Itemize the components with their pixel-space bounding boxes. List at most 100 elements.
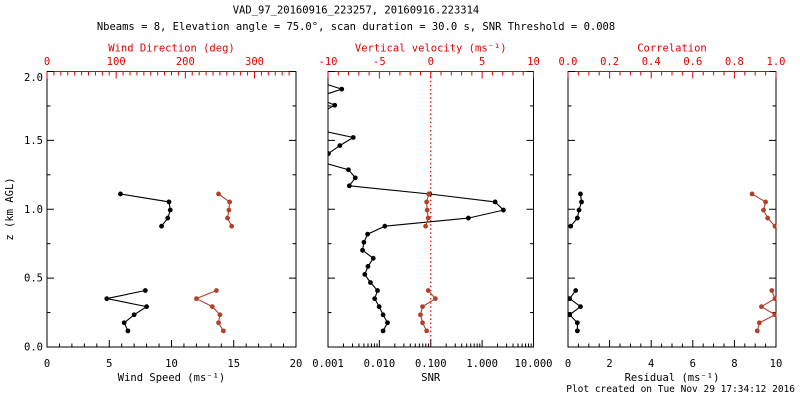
wind-speed-point (125, 328, 131, 334)
bottom-tick-label: 6 (690, 358, 696, 370)
residual-point (578, 191, 583, 197)
snr-profile-point (492, 199, 498, 205)
chart-title: VAD_97_20160916_223257, 20160916.223314 (233, 5, 480, 17)
correlation-point (763, 199, 768, 205)
wind-direction-point (217, 312, 223, 318)
residual-point (574, 328, 580, 334)
residual-point (567, 312, 573, 318)
residual-point (574, 215, 580, 221)
snr-profile-point (346, 183, 352, 189)
wind-speed-point (104, 296, 110, 302)
snr-profile-point (385, 320, 390, 326)
wind-direction-point (209, 304, 215, 310)
wind-direction-point (229, 223, 235, 229)
correlation-point (749, 191, 755, 197)
correlation-point (759, 304, 764, 310)
wind-speed-axis-label: Wind Speed (ms⁻¹) (118, 372, 225, 384)
snr-profile-point (380, 312, 386, 318)
wind-direction-point (220, 328, 226, 334)
bottom-tick-label: 0.001 (312, 358, 344, 370)
wind-direction-point (214, 288, 219, 293)
snr-profile-point (465, 215, 471, 221)
snr-profile-point (380, 328, 386, 334)
residual-point (574, 320, 580, 326)
vertical-velocity-point (432, 296, 438, 302)
correlation-point (754, 328, 760, 334)
correlation-series (749, 191, 777, 334)
top-tick-label: 0.0 (559, 56, 578, 68)
wind-speed-series (104, 191, 173, 334)
bottom-tick-label: 0 (44, 358, 50, 370)
vertical-velocity-point (418, 312, 423, 318)
residual-point (576, 207, 582, 213)
correlation-point (761, 207, 766, 213)
vertical-velocity-axis-label: Vertical velocity (ms⁻¹) (355, 43, 507, 55)
correlation-point (772, 312, 777, 318)
top-tick-label: 0.2 (600, 56, 619, 68)
top-tick-label: 200 (176, 56, 195, 68)
vertical-velocity-point (424, 328, 430, 334)
snr-profile-point (327, 151, 331, 156)
residual-series (567, 191, 584, 334)
wind-direction-axis-label: Wind Direction (deg) (108, 43, 234, 55)
snr-profile-point (352, 175, 358, 181)
wind-speed-point (159, 223, 164, 229)
snr-profile-point (365, 231, 371, 237)
top-tick-label: 0.8 (725, 56, 744, 68)
vertical-velocity-point (424, 199, 430, 205)
z-tick-label: 0.5 (24, 273, 43, 285)
snr-profile-point (360, 247, 365, 253)
top-tick-label: 0 (44, 56, 50, 68)
snr-profile-point (501, 207, 506, 213)
vertical-velocity-point (426, 191, 432, 197)
correlation-point (765, 215, 771, 221)
bottom-tick-label: 15 (227, 358, 240, 370)
snr-profile-point (350, 135, 356, 140)
panel-snr: 0.001 0.010 0.100 1.000 10.000 -10 -5 0 5 10 (312, 56, 552, 370)
vertical-velocity-series (418, 191, 438, 334)
correlation-point (769, 288, 775, 293)
correlation-point (756, 320, 762, 326)
top-tick-label: 0.6 (683, 56, 702, 68)
top-tick-label: 10 (527, 56, 540, 68)
bottom-tick-label: 1.000 (466, 358, 498, 370)
snr-profile-point (370, 255, 376, 261)
snr-axis-label: SNR (421, 372, 441, 384)
bottom-tick-label: 5 (106, 358, 112, 370)
vertical-velocity-point (423, 223, 429, 229)
vertical-velocity-point (425, 288, 431, 293)
wind-speed-point (144, 304, 150, 310)
snr-profile-point (372, 296, 378, 302)
top-tick-label: 1.0 (767, 56, 786, 68)
snr-profile-point (362, 272, 368, 277)
z-tick-label: 0.0 (24, 342, 43, 354)
bottom-tick-label: 2 (606, 358, 612, 370)
snr-profile-point (339, 86, 345, 92)
vertical-velocity-point (424, 207, 430, 213)
snr-profile-point (361, 239, 367, 245)
bottom-tick-label: 10.000 (515, 358, 553, 370)
residual-point (567, 296, 573, 302)
bottom-tick-label: 20 (290, 358, 303, 370)
wind-direction-point (226, 207, 232, 213)
wind-speed-point (121, 320, 127, 326)
wind-direction-point (216, 320, 221, 326)
snr-profile-point (346, 167, 351, 173)
vertical-velocity-point (420, 320, 425, 326)
bottom-tick-label: 4 (648, 358, 654, 370)
z-tick-label: 1.0 (24, 204, 43, 216)
snr-profile-point (376, 304, 382, 310)
wind-direction-point (216, 191, 221, 197)
residual-point (579, 199, 584, 205)
top-tick-label: 0.4 (642, 56, 661, 68)
wind-speed-point (167, 207, 173, 213)
bottom-tick-label: 10 (165, 358, 178, 370)
residual-point (573, 288, 579, 293)
snr-profile-point (382, 223, 388, 229)
wind-speed-point (165, 215, 171, 221)
bottom-tick-label: 10 (770, 358, 783, 370)
top-tick-label: 0 (428, 56, 434, 68)
